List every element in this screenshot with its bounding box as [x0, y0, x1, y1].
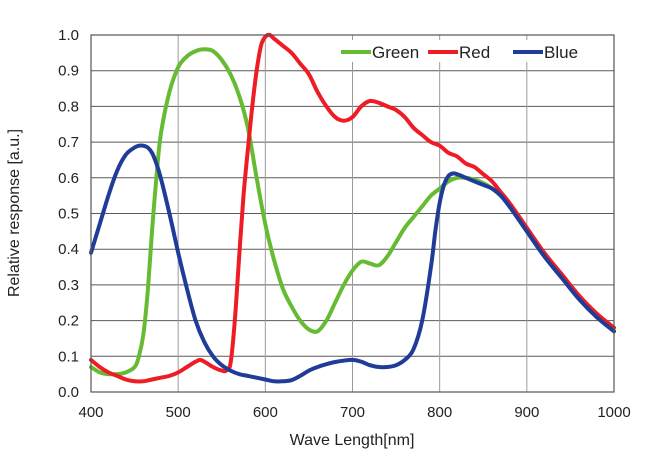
- y-axis-title: Relative response [a.u.]: [6, 129, 23, 297]
- legend: Green Red Blue: [339, 40, 587, 62]
- x-tick-label: 800: [427, 404, 452, 421]
- series-line-blue: [89, 143, 616, 384]
- legend-item-background: [511, 40, 587, 62]
- legend-item-blue: Blue: [511, 40, 587, 62]
- y-tick-label: 1.0: [58, 27, 79, 44]
- x-tick-label: 1000: [597, 404, 630, 421]
- x-tick-label: 700: [340, 404, 365, 421]
- legend-label: Red: [459, 43, 490, 62]
- x-tick-label: 900: [514, 404, 539, 421]
- legend-item-background: [426, 40, 492, 62]
- x-tick-label: 400: [78, 404, 103, 421]
- y-tick-label: 0.1: [58, 348, 79, 365]
- series-group: [89, 32, 616, 384]
- x-tick-label: 600: [253, 404, 278, 421]
- y-tick-label: 0.3: [58, 277, 79, 294]
- series-line-red: [89, 32, 616, 384]
- x-tick-label: 500: [166, 404, 191, 421]
- y-tick-label: 0.5: [58, 206, 79, 223]
- legend-item-background: [339, 40, 425, 62]
- y-tick-label: 0.2: [58, 313, 79, 330]
- legend-item-green: Green: [339, 40, 425, 62]
- x-axis-title: Wave Length[nm]: [290, 432, 415, 449]
- y-tick-label: 0.6: [58, 170, 79, 187]
- y-tick-label: 0.8: [58, 98, 79, 115]
- x-tick-labels: 400 500 600 700 800 900 1000: [78, 404, 630, 421]
- y-tick-label: 0.9: [58, 63, 79, 80]
- y-tick-label: 0.7: [58, 134, 79, 151]
- legend-item-red: Red: [426, 40, 492, 62]
- legend-label: Green: [372, 43, 419, 62]
- y-tick-label: 0.4: [58, 241, 79, 258]
- plot-border: [90, 34, 615, 393]
- legend-label: Blue: [544, 43, 578, 62]
- y-tick-label: 0.0: [58, 384, 79, 401]
- y-tick-labels: 0.0 0.1 0.2 0.3 0.4 0.5 0.6 0.7 0.8 0.9 1.0: [58, 27, 79, 401]
